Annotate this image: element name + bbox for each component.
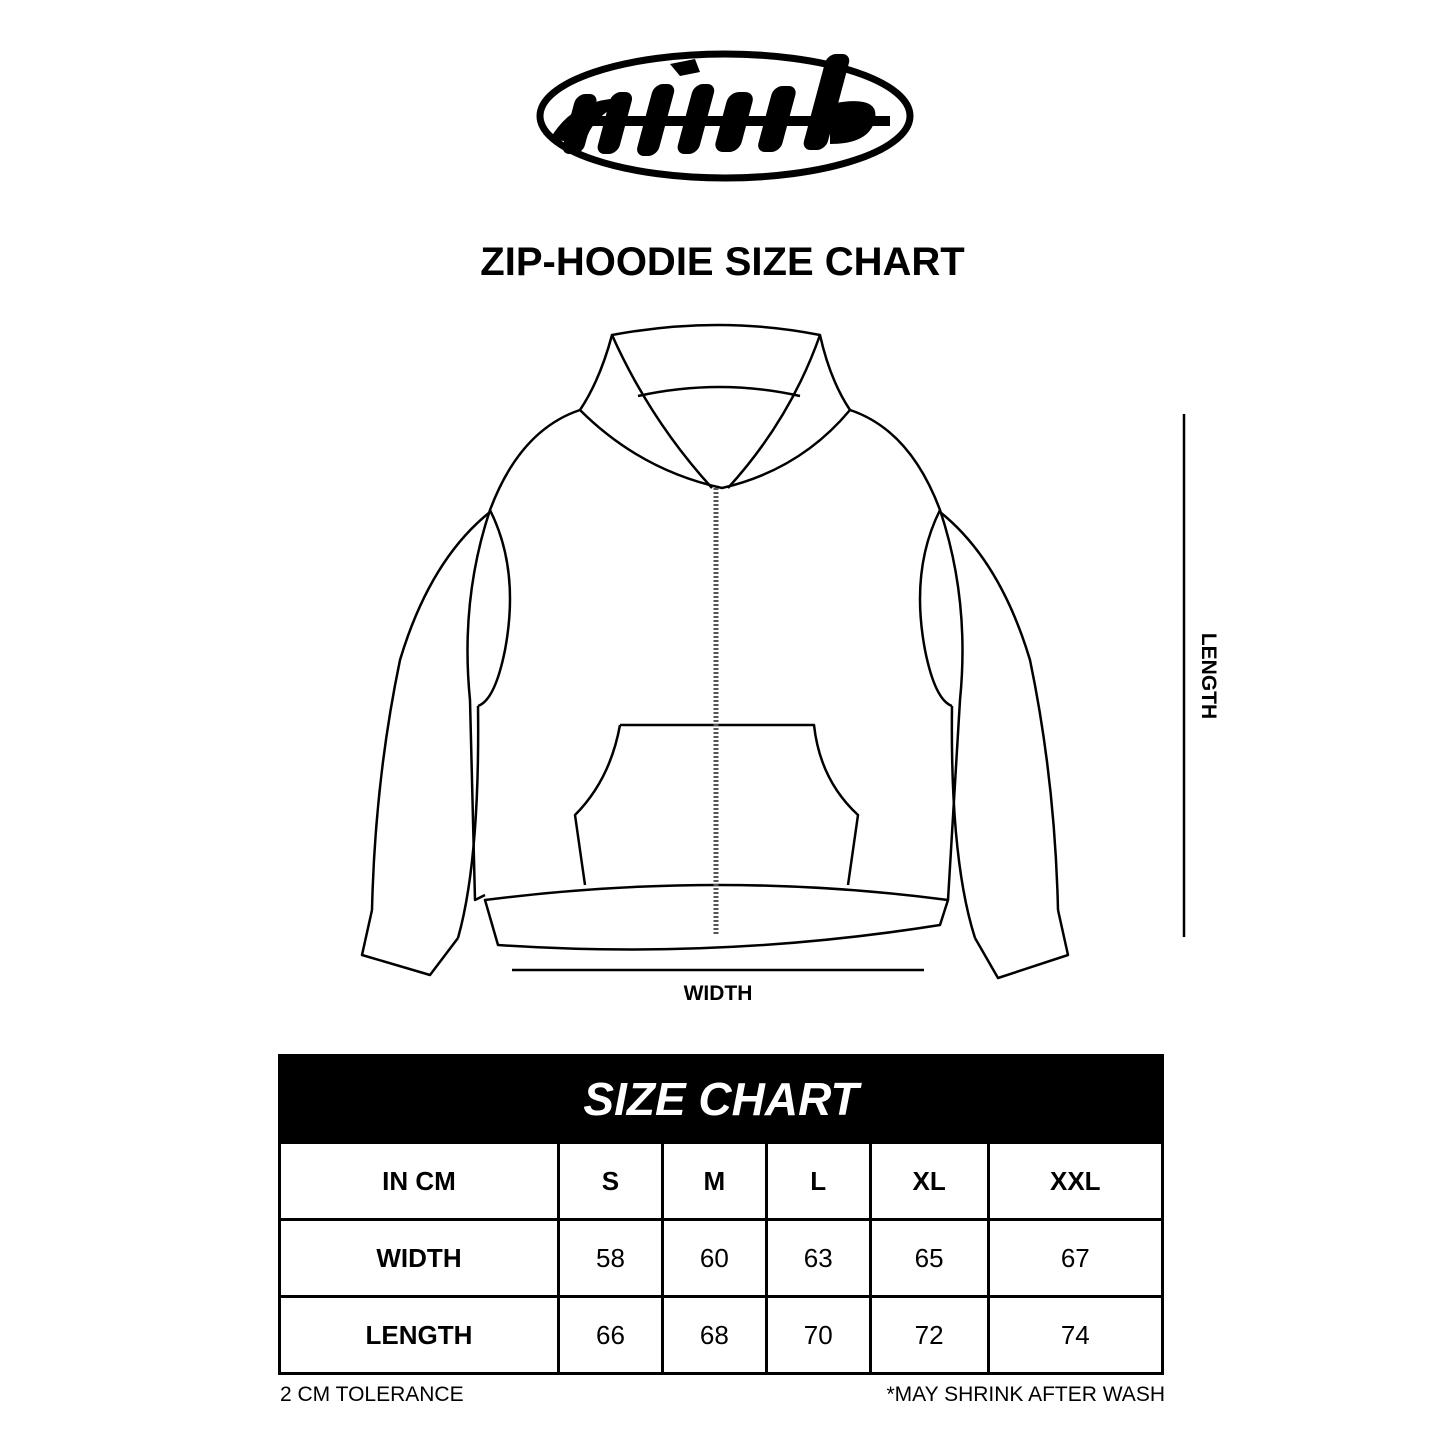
size-header: XL <box>868 1141 990 1221</box>
table-row: WIDTH 58 60 63 65 67 <box>278 1218 1165 1298</box>
row-label: LENGTH <box>278 1295 560 1375</box>
table-cell: 72 <box>868 1295 990 1375</box>
table-heading: SIZE CHART <box>278 1054 1164 1144</box>
table-cell: 70 <box>764 1295 872 1375</box>
brand-logo <box>536 50 914 182</box>
table-cell: 60 <box>660 1218 768 1298</box>
table-cell: 58 <box>557 1218 664 1298</box>
width-label: WIDTH <box>683 982 753 1005</box>
table-cell: 63 <box>764 1218 872 1298</box>
size-header: S <box>557 1141 664 1221</box>
page-title: ZIP-HOODIE SIZE CHART <box>480 240 965 284</box>
tolerance-note: 2 CM TOLERANCE <box>280 1383 464 1406</box>
row-label: WIDTH <box>278 1218 560 1298</box>
size-header: L <box>764 1141 872 1221</box>
size-header: M <box>660 1141 768 1221</box>
table-cell: 74 <box>986 1295 1165 1375</box>
table-row: LENGTH 66 68 70 72 74 <box>278 1295 1165 1375</box>
table-cell: 65 <box>868 1218 990 1298</box>
length-label: LENGTH <box>1197 632 1220 720</box>
unit-label: IN CM <box>278 1141 560 1221</box>
size-table: SIZE CHART IN CM S M L XL XXL WIDTH 58 6… <box>278 1054 1165 1375</box>
table-cell: 68 <box>660 1295 768 1375</box>
table-header-row: IN CM S M L XL XXL <box>278 1141 1165 1221</box>
table-cell: 67 <box>986 1218 1165 1298</box>
shrink-note: *MAY SHRINK AFTER WASH <box>886 1383 1166 1406</box>
table-cell: 66 <box>557 1295 664 1375</box>
size-header: XXL <box>986 1141 1165 1221</box>
